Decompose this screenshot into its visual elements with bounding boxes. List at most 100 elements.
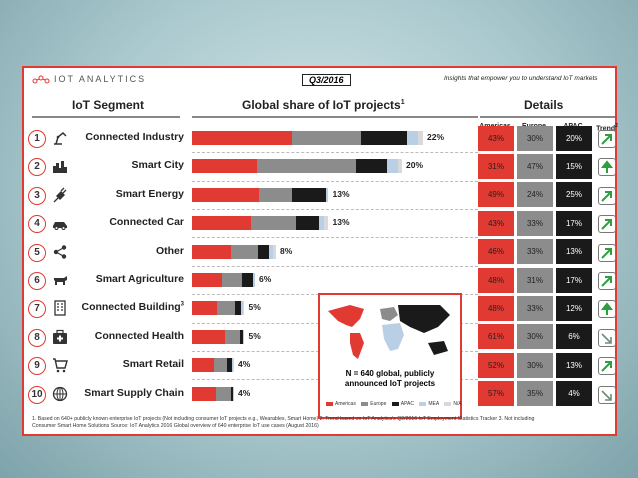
map-europe xyxy=(380,307,398,321)
legend-swatch-mea xyxy=(419,401,427,406)
legend-swatch-europe xyxy=(361,401,369,406)
footnote-line1: 1. Based on 640+ publicly known enterpri… xyxy=(32,416,535,422)
segment-label-text: Smart Supply Chain xyxy=(84,386,184,399)
bar-segment-americas xyxy=(192,216,251,231)
rank-circle: 5 xyxy=(28,243,46,262)
detail-apac-cell: 25% xyxy=(556,182,592,208)
bar-segment-apac xyxy=(235,301,242,316)
brand-logo: IOT ANALYTICS xyxy=(32,74,146,84)
share-header: Global share of IoT projects1 xyxy=(242,98,405,112)
bar-segment-europe xyxy=(259,187,292,202)
share-header-rule xyxy=(192,116,478,118)
segment-label: Smart Retail xyxy=(64,358,184,370)
segment-label-text: Other xyxy=(155,244,184,257)
shopping-cart-icon xyxy=(53,358,68,373)
legend-na: N/A xyxy=(453,401,462,407)
total-share-label: 4% xyxy=(238,359,251,370)
segment-label-text: Smart Energy xyxy=(115,187,184,200)
detail-americas-cell: 52% xyxy=(478,352,514,378)
detail-europe-cell: 30% xyxy=(517,352,553,378)
row-separator xyxy=(192,209,478,210)
rank-circle: 1 xyxy=(28,130,46,148)
detail-apac-cell: 17% xyxy=(556,267,592,293)
bar-segment-apac xyxy=(226,358,232,373)
rank-circle: 7 xyxy=(28,300,46,319)
detail-europe-cell: 30% xyxy=(517,125,553,151)
total-share-label: 22% xyxy=(427,132,445,142)
cow-icon xyxy=(54,276,67,285)
row-separator xyxy=(192,237,478,239)
detail-europe-cell: 31% xyxy=(517,267,553,293)
total-share-label: 4% xyxy=(238,387,251,398)
detail-apac-cell: 17% xyxy=(556,210,592,236)
bar-segment-apac xyxy=(295,216,320,231)
bar-segment-apac xyxy=(230,386,233,401)
bar-segment-apac xyxy=(355,159,388,174)
trend-up-icon xyxy=(598,300,616,319)
legend-swatch-apac xyxy=(391,401,399,406)
trend-up-icon xyxy=(598,158,616,177)
bar-segment-americas xyxy=(192,244,231,259)
world-map-panel: N = 640 global, publicly announced IoT p… xyxy=(318,293,462,419)
map-north-america xyxy=(328,305,364,327)
details-header-rule xyxy=(480,116,615,118)
car-icon xyxy=(53,222,67,231)
segment-label-text: Smart City xyxy=(131,159,184,172)
rank-circle: 8 xyxy=(28,328,46,347)
trend-up-right-icon xyxy=(598,243,616,262)
total-share-label: 5% xyxy=(248,302,261,313)
segment-header: IoT Segment xyxy=(72,98,145,112)
legend-mea: MEA xyxy=(428,401,439,407)
globe-icon xyxy=(52,386,68,401)
trend-up-right-icon xyxy=(598,272,616,290)
map-caption-line1: N = 640 global, publicly xyxy=(345,369,435,378)
legend-swatch-na xyxy=(444,401,452,406)
legend-swatch-americas xyxy=(326,401,333,406)
bar-segment-americas xyxy=(192,273,223,287)
bar-segment-apac xyxy=(291,187,327,202)
bar-segment-mea xyxy=(407,131,418,145)
trend-up-right-icon xyxy=(598,186,616,205)
bar-segment-mea xyxy=(326,187,329,202)
bar-segment-americas xyxy=(192,329,225,344)
trend-up-right-icon xyxy=(598,357,616,376)
power-plug-icon xyxy=(53,187,67,203)
map-legend: Americas Europe APAC MEA N/A xyxy=(322,401,462,407)
footnote: 1. Based on 640+ publicly known enterpri… xyxy=(32,416,612,430)
bar-segment-americas xyxy=(192,358,215,373)
bar-segment-americas xyxy=(192,131,292,145)
detail-europe-cell: 47% xyxy=(517,153,553,179)
segment-label-text: Smart Agriculture xyxy=(95,273,184,285)
rank-circle: 9 xyxy=(28,357,46,376)
brand-name: IOT ANALYTICS xyxy=(54,74,147,84)
bar-segment-europe xyxy=(230,244,259,259)
detail-apac-cell: 12% xyxy=(556,295,592,321)
detail-apac-cell: 20% xyxy=(556,125,592,151)
segment-label-text: Smart Retail xyxy=(122,358,184,371)
bar-segment-americas xyxy=(192,301,218,316)
row-separator xyxy=(192,180,478,182)
detail-americas-cell: 49% xyxy=(478,182,514,208)
detail-americas-cell: 43% xyxy=(478,210,514,236)
footnote-line2: Consumer Smart Home Solutions Source: Io… xyxy=(32,423,319,429)
segment-label: Smart Agriculture xyxy=(64,273,184,285)
bar-segment-mea xyxy=(252,273,255,287)
bar-segment-europe xyxy=(250,216,296,231)
detail-americas-cell: 48% xyxy=(478,267,514,293)
infographic-slide: IOT ANALYTICS Q3/2016 Insights that empo… xyxy=(22,66,618,436)
bar-segment-n-a xyxy=(272,244,276,259)
map-africa xyxy=(382,323,404,351)
segment-label-text: Connected Car xyxy=(109,216,184,229)
total-share-label: 8% xyxy=(280,245,293,256)
detail-europe-cell: 33% xyxy=(517,210,553,236)
segment-label: Connected Car xyxy=(64,216,184,228)
map-asia xyxy=(398,305,450,333)
detail-apac-cell: 6% xyxy=(556,324,592,350)
segment-label: Smart City xyxy=(64,159,184,171)
bar-segment-mea xyxy=(241,301,244,316)
bar-segment-n-a xyxy=(243,301,245,316)
share-icon xyxy=(53,244,67,259)
building-icon xyxy=(54,300,66,317)
detail-americas-cell: 61% xyxy=(478,324,514,350)
detail-apac-cell: 4% xyxy=(556,381,592,407)
